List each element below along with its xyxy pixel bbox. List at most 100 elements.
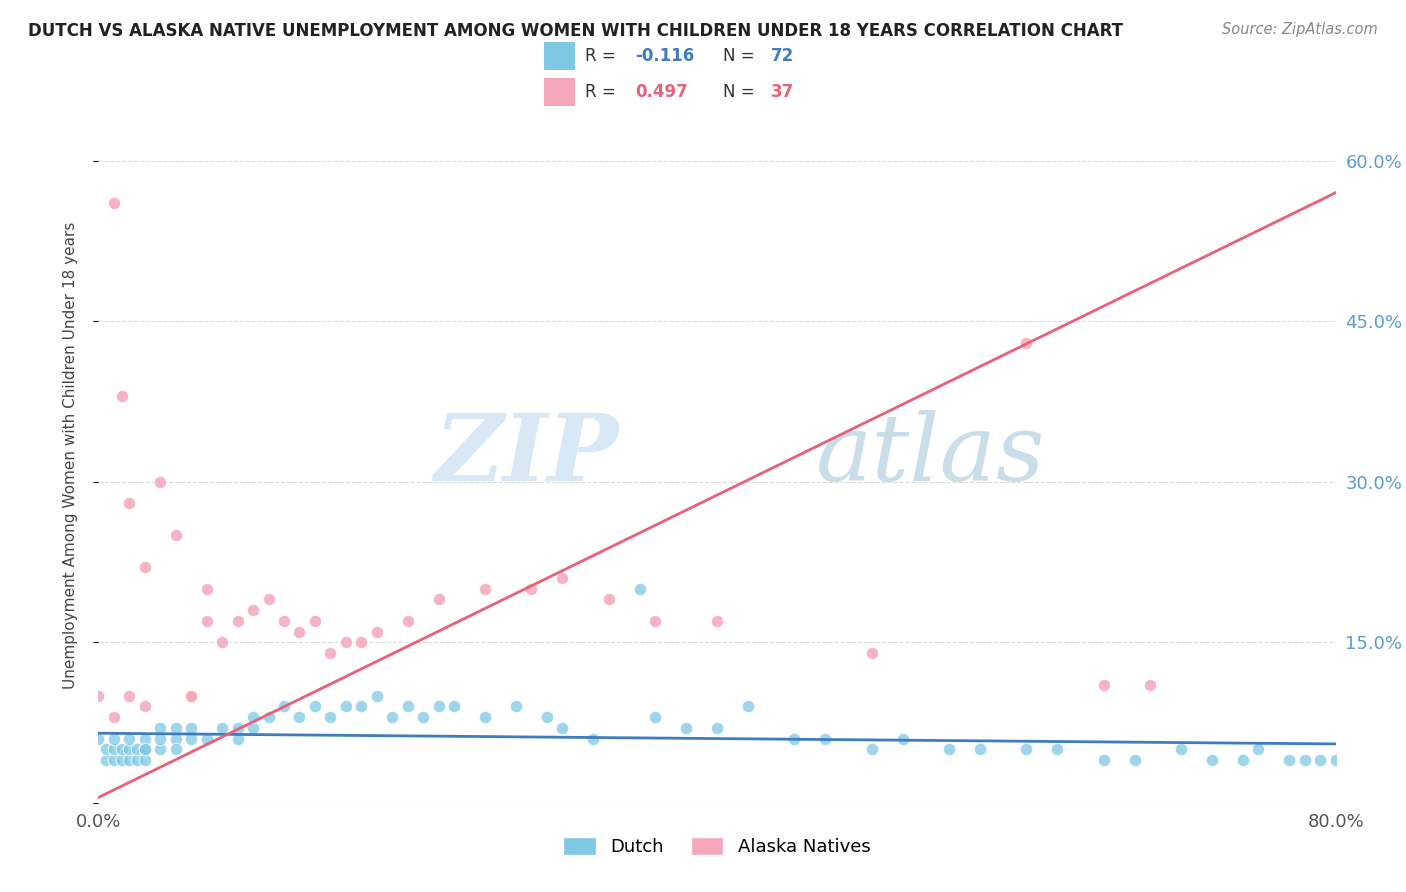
Point [118, 731, 141, 746]
Point [134, 560, 156, 574]
Point [149, 721, 172, 735]
Point [938, 742, 960, 756]
Point [87, 731, 110, 746]
Point [111, 753, 134, 767]
Point [242, 721, 264, 735]
Point [396, 614, 419, 628]
Point [412, 710, 434, 724]
Point [118, 496, 141, 510]
Point [1139, 678, 1161, 692]
Point [1309, 753, 1331, 767]
Point [381, 710, 404, 724]
Point [783, 731, 806, 746]
Point [149, 731, 172, 746]
Point [1092, 753, 1115, 767]
Point [860, 646, 883, 660]
Point [87, 689, 110, 703]
Point [211, 721, 233, 735]
Point [304, 614, 326, 628]
Point [1324, 753, 1347, 767]
Point [288, 710, 311, 724]
Point [127, 753, 149, 767]
Point [149, 475, 172, 489]
Point [474, 710, 496, 724]
Point [1247, 742, 1270, 756]
Point [149, 742, 172, 756]
Point [675, 721, 697, 735]
Point [644, 614, 666, 628]
Point [1092, 678, 1115, 692]
Point [134, 742, 156, 756]
Point [860, 742, 883, 756]
Point [1278, 753, 1301, 767]
Point [350, 635, 373, 649]
Point [134, 699, 156, 714]
Point [180, 731, 202, 746]
Point [103, 753, 125, 767]
Point [127, 742, 149, 756]
Point [319, 646, 342, 660]
Point [319, 710, 342, 724]
Point [134, 742, 156, 756]
Text: Source: ZipAtlas.com: Source: ZipAtlas.com [1222, 22, 1378, 37]
Text: atlas: atlas [815, 410, 1046, 500]
Point [288, 624, 311, 639]
Point [118, 689, 141, 703]
Point [180, 689, 202, 703]
Point [165, 742, 187, 756]
Point [111, 389, 134, 403]
Point [103, 196, 125, 211]
Point [134, 753, 156, 767]
Point [195, 614, 218, 628]
Point [195, 731, 218, 746]
Text: 0.497: 0.497 [636, 83, 689, 101]
Point [891, 731, 914, 746]
Point [536, 710, 558, 724]
Point [257, 592, 280, 607]
Point [427, 699, 450, 714]
Point [706, 614, 728, 628]
Point [1123, 753, 1146, 767]
Point [195, 582, 218, 596]
Point [96, 753, 118, 767]
Text: N =: N = [723, 47, 761, 65]
FancyBboxPatch shape [544, 42, 575, 70]
Y-axis label: Unemployment Among Women with Children Under 18 years: Unemployment Among Women with Children U… [63, 221, 77, 689]
Text: ZIP: ZIP [434, 410, 619, 500]
Point [706, 721, 728, 735]
Point [1232, 753, 1254, 767]
Point [1015, 742, 1038, 756]
Point [582, 731, 605, 746]
Point [103, 731, 125, 746]
Point [1294, 753, 1316, 767]
Point [242, 603, 264, 617]
Point [1201, 753, 1223, 767]
FancyBboxPatch shape [544, 78, 575, 105]
Point [242, 710, 264, 724]
Text: N =: N = [723, 83, 761, 101]
Point [257, 710, 280, 724]
Point [366, 624, 388, 639]
Point [96, 742, 118, 756]
Text: 72: 72 [770, 47, 794, 65]
Point [814, 731, 837, 746]
Text: 37: 37 [770, 83, 794, 101]
Point [226, 721, 249, 735]
Point [644, 710, 666, 724]
Point [551, 721, 574, 735]
Point [273, 614, 295, 628]
Legend: Dutch, Alaska Natives: Dutch, Alaska Natives [557, 830, 877, 863]
Point [180, 721, 202, 735]
Text: -0.116: -0.116 [636, 47, 695, 65]
Point [969, 742, 991, 756]
Point [165, 721, 187, 735]
Point [443, 699, 465, 714]
Point [103, 710, 125, 724]
Point [1170, 742, 1192, 756]
Point [180, 689, 202, 703]
Point [226, 614, 249, 628]
Point [134, 731, 156, 746]
Text: DUTCH VS ALASKA NATIVE UNEMPLOYMENT AMONG WOMEN WITH CHILDREN UNDER 18 YEARS COR: DUTCH VS ALASKA NATIVE UNEMPLOYMENT AMON… [28, 22, 1123, 40]
Point [226, 731, 249, 746]
Point [427, 592, 450, 607]
